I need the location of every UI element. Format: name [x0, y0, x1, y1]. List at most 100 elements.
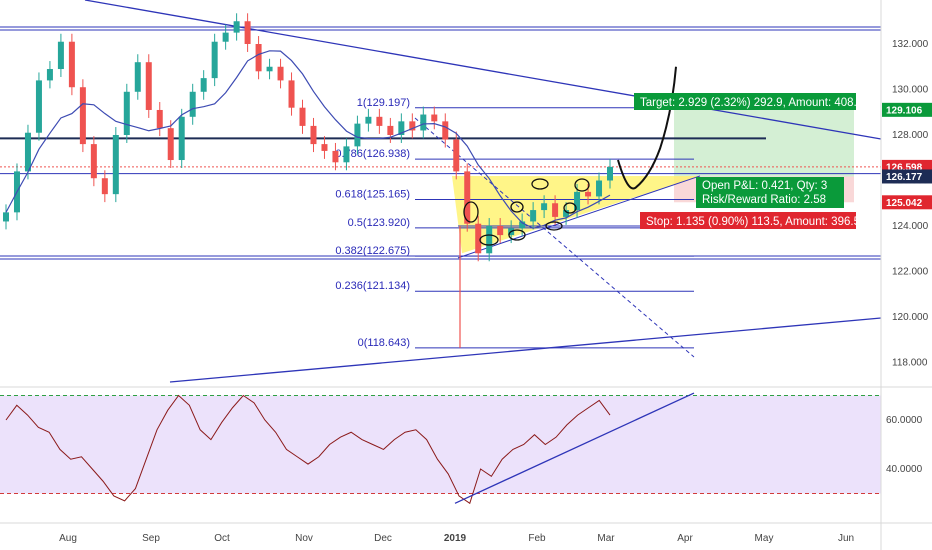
- rsi-tick-label: 40.0000: [886, 464, 923, 475]
- position-labels[interactable]: Target: 2.929 (2.32%) 292.9, Amount: 408…: [634, 93, 863, 229]
- time-tick-label: Mar: [597, 533, 615, 544]
- candle-body: [299, 107, 306, 126]
- candle-body: [189, 91, 196, 117]
- candle-body: [288, 80, 295, 108]
- target-label-box[interactable]: [634, 93, 856, 110]
- fib-level-label: 0.618(125.165): [335, 188, 410, 200]
- candle-body: [266, 66, 273, 72]
- price-tick-label: 118.000: [892, 358, 928, 369]
- candle-body: [167, 128, 174, 161]
- candle-body: [101, 178, 108, 195]
- x-axis-ticks: Aug Sep Oct Nov Dec 2019 Feb Mar Apr May Jun: [59, 533, 854, 544]
- candle-body: [530, 210, 537, 222]
- candle-body: [431, 114, 438, 122]
- target-label: Target: 2.929 (2.32%) 292.9, Amount: 408…: [640, 97, 863, 109]
- price-tick-label: 124.000: [892, 221, 929, 232]
- price-tick-label: 132.000: [892, 39, 929, 50]
- target-zone: [674, 109, 854, 177]
- candle-body: [145, 62, 152, 110]
- candle-body: [255, 44, 262, 72]
- candle-body: [398, 121, 405, 135]
- moving-average-line: [5, 50, 611, 229]
- time-tick-label: Apr: [677, 533, 693, 544]
- candle-body: [343, 146, 350, 163]
- candle-body: [475, 223, 482, 254]
- time-tick-label: 2019: [444, 533, 467, 544]
- pattern-circle: [479, 234, 499, 246]
- time-tick-label: Sep: [142, 533, 160, 544]
- pnl-label-box[interactable]: [696, 177, 844, 208]
- price-tag-box: [882, 195, 932, 210]
- fib-level-label: 1(129.197): [357, 97, 410, 109]
- candle-body: [200, 78, 207, 92]
- candle-body: [123, 91, 130, 135]
- price-tag-label: 126.177: [886, 172, 923, 183]
- candle-body: [112, 135, 119, 195]
- candle-body: [46, 69, 53, 81]
- candle-body: [3, 212, 9, 222]
- candle-body: [90, 144, 97, 179]
- candle-body: [607, 166, 613, 181]
- candle-body: [332, 150, 339, 163]
- candle-body: [134, 62, 141, 92]
- rsi-trend-line: [454, 392, 695, 504]
- ascending-trend-line: [169, 317, 882, 383]
- candle-body: [420, 114, 427, 131]
- candle-body: [574, 191, 581, 211]
- pattern-circle: [463, 201, 479, 223]
- candle-body: [541, 203, 548, 211]
- time-tick-label: Feb: [528, 533, 546, 544]
- candle-body: [376, 116, 383, 126]
- candle-body: [211, 41, 218, 79]
- time-tick-label: Nov: [295, 533, 313, 544]
- rsi-band: [0, 395, 881, 494]
- price-tick-label: 120.000: [892, 312, 929, 323]
- candle-body: [321, 144, 328, 151]
- moving-average: [5, 50, 611, 229]
- fib-diagonal: [414, 117, 695, 358]
- candle-body: [585, 191, 592, 197]
- candle-body: [519, 221, 526, 229]
- fib-level-label: 0.786(126.938): [335, 148, 410, 160]
- stop-label-box[interactable]: [640, 212, 856, 229]
- candle-body: [552, 203, 559, 217]
- pattern-circle: [531, 178, 549, 190]
- price-tag-label: 126.598: [886, 162, 923, 173]
- pattern-circle: [545, 221, 563, 231]
- candle-body: [365, 116, 372, 124]
- price-tag-label: 129.106: [886, 105, 923, 116]
- candle-body: [409, 121, 416, 131]
- candle-body: [233, 21, 240, 33]
- pattern-circle: [510, 201, 524, 213]
- fib-level-label: 0(118.643): [358, 337, 410, 349]
- time-tick-label: Aug: [59, 533, 77, 544]
- risk-reward-label: Risk/Reward Ratio: 2.58: [702, 194, 826, 206]
- candle-body: [24, 132, 31, 172]
- candle-body: [222, 32, 229, 42]
- projected-path: [617, 66, 677, 190]
- candle-body: [497, 226, 504, 236]
- candle-body: [354, 123, 361, 147]
- candle-body: [79, 87, 86, 145]
- candle-body: [277, 66, 284, 81]
- candle-body: [178, 116, 185, 161]
- candle-body: [156, 109, 163, 129]
- candle-body: [442, 121, 449, 140]
- time-tick-label: Dec: [374, 533, 392, 544]
- fibonacci-retracement[interactable]: 1(129.197) 0.786(126.938) 0.618(125.165) 0.…: [335, 97, 694, 349]
- fib-level-label: 0.382(122.675): [335, 245, 410, 257]
- price-tick-label: 128.000: [892, 130, 929, 141]
- pnl-label: Open P&L: 0.421, Qty: 3: [702, 180, 827, 192]
- candle-body: [68, 41, 75, 88]
- stop-label: Stop: 1.135 (0.90%) 113.5, Amount: 396.5: [646, 216, 860, 228]
- rsi-pane: [0, 392, 881, 505]
- rsi-line: [5, 394, 611, 505]
- fib-level-label: 0.5(123.920): [348, 217, 410, 229]
- time-tick-label: Oct: [214, 533, 230, 544]
- candle-body: [57, 41, 64, 70]
- time-tick-label: Jun: [838, 533, 854, 544]
- candle-body: [35, 80, 42, 133]
